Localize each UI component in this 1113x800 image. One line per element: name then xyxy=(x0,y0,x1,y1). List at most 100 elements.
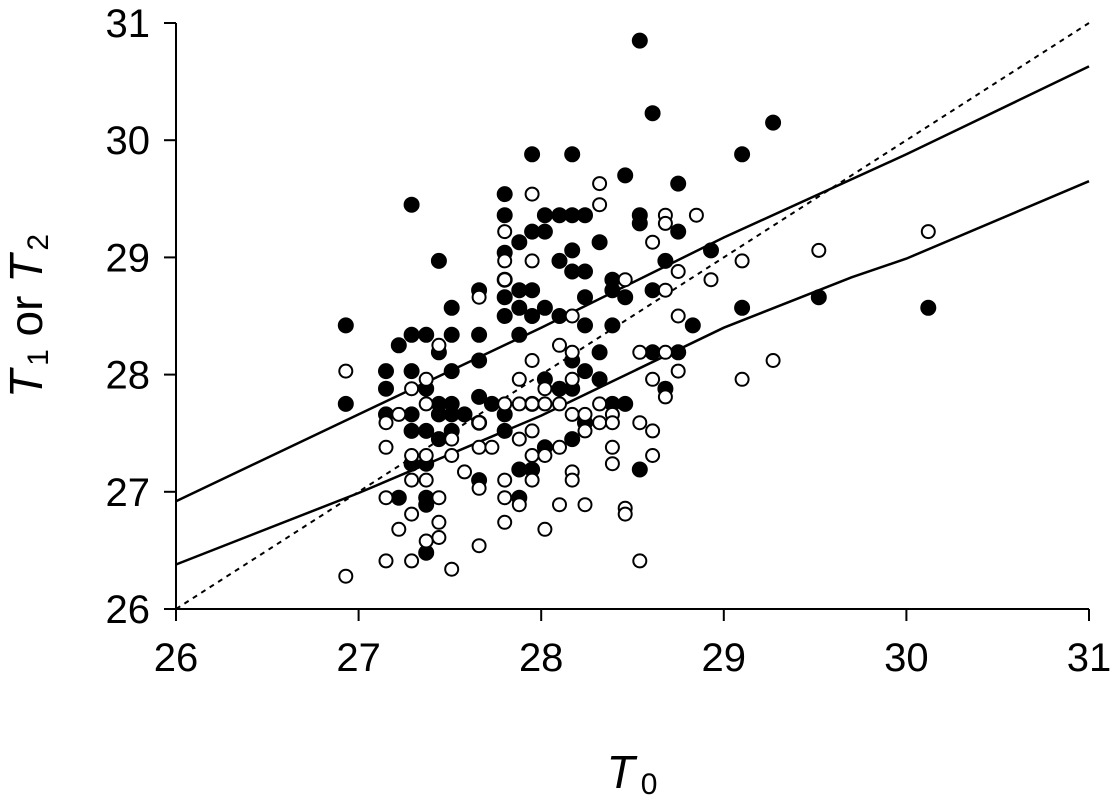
open-point xyxy=(524,448,540,463)
open-point xyxy=(444,431,460,447)
open-point xyxy=(645,448,661,463)
y-axis-subscript-2: 2 xyxy=(22,234,55,251)
filled-point xyxy=(403,196,420,213)
open-point xyxy=(670,308,686,324)
open-point xyxy=(632,344,648,360)
x-tick-label: 30 xyxy=(884,636,929,680)
open-point xyxy=(670,363,686,379)
open-point xyxy=(734,371,750,387)
open-point xyxy=(418,448,434,463)
filled-point xyxy=(403,406,420,423)
filled-point xyxy=(337,395,354,412)
open-point xyxy=(378,490,394,506)
filled-point xyxy=(536,207,553,224)
x-tick-label: 29 xyxy=(702,636,747,680)
open-point xyxy=(418,371,434,387)
open-point xyxy=(418,472,434,488)
open-point xyxy=(552,337,567,353)
filled-point xyxy=(631,461,648,478)
filled-point xyxy=(378,380,394,397)
filled-point xyxy=(577,263,593,280)
open-point xyxy=(471,439,487,455)
filled-point xyxy=(810,289,827,306)
filled-point xyxy=(496,308,513,324)
open-point xyxy=(524,423,540,439)
filled-point xyxy=(551,252,568,269)
open-point xyxy=(645,371,661,387)
filled-point xyxy=(403,363,420,380)
fit-lines xyxy=(175,22,1090,610)
filled-point xyxy=(617,289,634,306)
open-point xyxy=(391,406,407,422)
filled-point xyxy=(418,422,435,439)
filled-point xyxy=(644,344,661,361)
open-point xyxy=(617,506,633,522)
open-point xyxy=(592,396,608,412)
filled-point xyxy=(684,317,701,334)
x-axis-symbol: T xyxy=(607,746,638,798)
open-point xyxy=(524,253,540,269)
filled-point xyxy=(443,326,460,343)
filled-point xyxy=(617,167,634,184)
open-point xyxy=(617,272,633,288)
open-point xyxy=(564,308,580,324)
open-point xyxy=(338,363,354,379)
filled-point xyxy=(496,289,513,306)
filled-point xyxy=(496,422,513,439)
open-point xyxy=(604,456,620,472)
x-axis-subscript: 0 xyxy=(641,768,658,800)
open-point xyxy=(431,514,447,530)
open-point xyxy=(431,530,447,545)
open-point xyxy=(524,186,540,202)
axes xyxy=(175,23,1089,610)
filled-point xyxy=(511,234,528,251)
filled-point xyxy=(644,105,661,122)
filled-point xyxy=(657,252,674,269)
open-point xyxy=(471,289,487,305)
open-point xyxy=(404,553,420,569)
open-point xyxy=(378,439,394,455)
fit-line-2 xyxy=(175,180,1090,566)
filled-point xyxy=(631,215,648,232)
filled-point xyxy=(456,406,473,423)
filled-point xyxy=(443,363,460,380)
open-point xyxy=(537,396,553,412)
filled-point xyxy=(564,242,581,259)
data-points xyxy=(337,32,937,584)
open-point xyxy=(524,353,540,368)
open-point xyxy=(604,415,620,431)
open-point xyxy=(418,533,434,549)
filled-point xyxy=(564,146,581,163)
filled-point xyxy=(443,299,460,316)
y-axis-subscript-1: 1 xyxy=(22,349,55,366)
open-point xyxy=(404,448,420,463)
filled-point xyxy=(403,326,420,343)
open-point xyxy=(404,506,420,522)
open-point xyxy=(537,521,553,537)
filled-point xyxy=(418,496,435,513)
x-tick-label: 27 xyxy=(336,636,381,680)
open-point xyxy=(511,396,527,412)
open-point xyxy=(378,553,394,569)
open-point xyxy=(444,561,460,577)
filled-point xyxy=(734,146,751,163)
filled-point xyxy=(604,282,621,299)
open-point xyxy=(592,197,608,213)
open-point xyxy=(431,490,447,506)
y-tick-label: 31 xyxy=(106,2,151,46)
y-tick-label: 28 xyxy=(106,354,151,398)
filled-point xyxy=(483,395,500,412)
open-point xyxy=(497,253,513,269)
open-point xyxy=(577,406,593,422)
open-point xyxy=(431,337,447,353)
filled-point xyxy=(496,186,513,203)
open-point xyxy=(564,344,580,360)
x-tick-label: 28 xyxy=(519,636,564,680)
filled-point xyxy=(591,371,608,388)
fit-line-1 xyxy=(175,65,1090,503)
filled-point xyxy=(390,489,407,506)
open-point xyxy=(577,497,593,513)
open-point xyxy=(734,253,750,269)
open-point xyxy=(632,415,648,431)
